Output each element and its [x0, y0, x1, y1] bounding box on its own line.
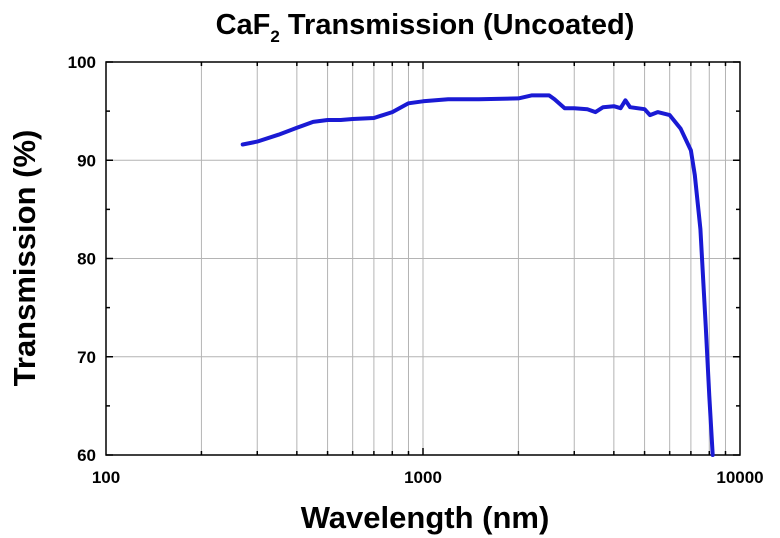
chart-title-suffix: Transmission (Uncoated) — [280, 9, 635, 41]
grid-lines — [106, 62, 740, 455]
y-tick-label: 100 — [68, 53, 96, 72]
x-tick-label: 100 — [92, 468, 120, 487]
plot-frame — [105, 61, 741, 456]
x-axis-label: Wavelength (nm) — [301, 500, 550, 535]
chart-title: CaF2 Transmission (Uncoated) — [216, 9, 635, 46]
y-tick-label: 70 — [77, 348, 96, 367]
x-tick-label: 1000 — [404, 468, 442, 487]
y-tick-label: 60 — [77, 446, 96, 465]
chart-title-subscript: 2 — [270, 27, 279, 46]
y-axis-label: Transmission (%) — [7, 130, 42, 387]
y-tick-label: 80 — [77, 250, 96, 269]
y-tick-label: 90 — [77, 151, 96, 170]
series-line-transmission — [240, 93, 715, 457]
chart-title-main: CaF — [216, 9, 271, 41]
x-tick-label: 10000 — [716, 468, 763, 487]
tick-labels: 100 1000 10000 60 70 80 90 100 — [68, 53, 764, 487]
